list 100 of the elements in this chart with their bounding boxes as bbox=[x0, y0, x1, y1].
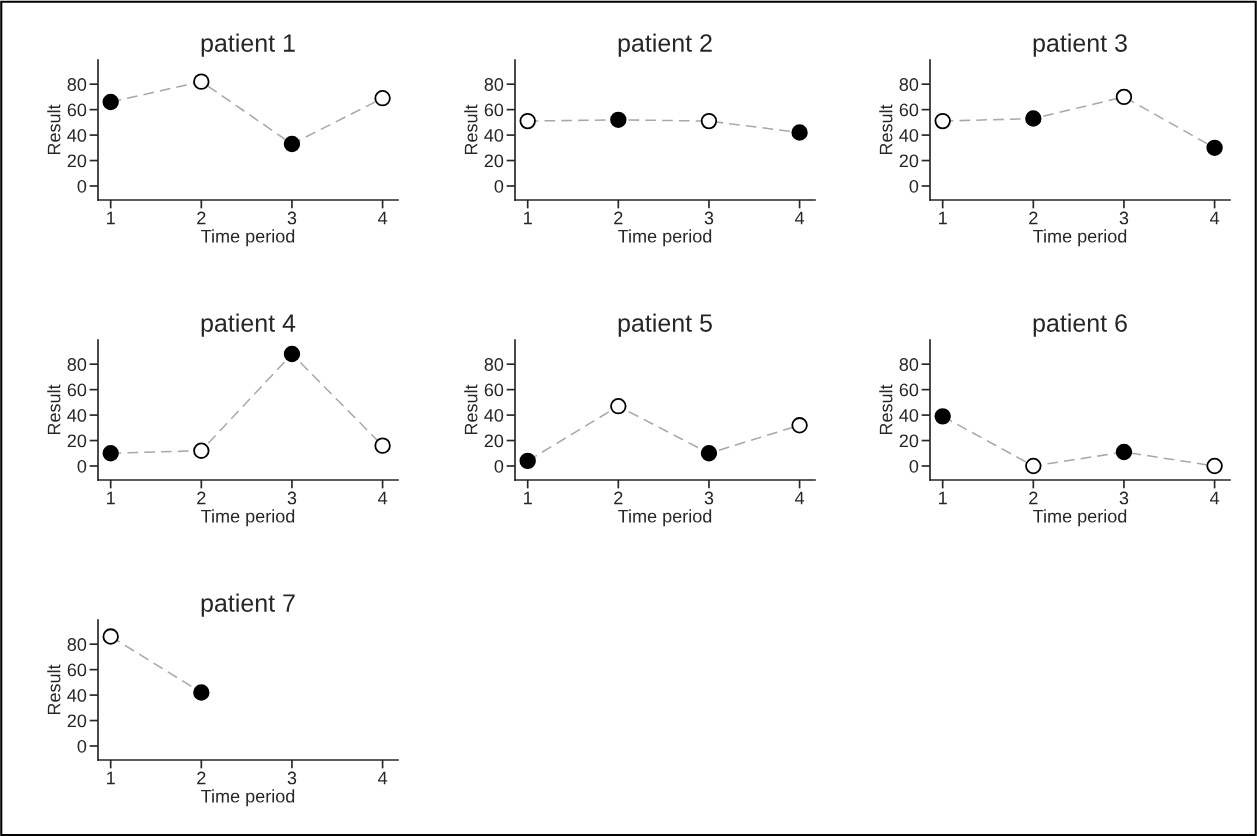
y-tick-label: 80 bbox=[484, 358, 504, 371]
x-tick-label: 1 bbox=[939, 211, 947, 225]
y-axis-title: Result bbox=[47, 664, 61, 715]
y-tick-label: 60 bbox=[899, 103, 919, 117]
x-tick-label: 3 bbox=[704, 491, 714, 505]
y-tick-label: 80 bbox=[67, 78, 87, 91]
x-tick-label: 1 bbox=[107, 211, 115, 225]
x-tick-label: 2 bbox=[1029, 211, 1038, 225]
point bbox=[1115, 443, 1133, 461]
x-tick-label: 3 bbox=[1119, 491, 1129, 505]
y-tick-label: 60 bbox=[484, 103, 504, 117]
x-axis-title: Time period bbox=[1033, 229, 1127, 247]
y-tick-label: 0 bbox=[77, 459, 87, 473]
x-axis-title: Time period bbox=[1033, 509, 1127, 527]
y-tick-label: 40 bbox=[899, 409, 919, 422]
y-tick-label: 40 bbox=[67, 689, 87, 702]
point bbox=[1025, 457, 1042, 475]
x-axis-title: Time period bbox=[618, 509, 712, 527]
y-tick-label: 40 bbox=[484, 129, 504, 142]
y-tick-label: 20 bbox=[67, 154, 87, 168]
point bbox=[519, 452, 536, 470]
y-tick-label: 60 bbox=[484, 383, 504, 397]
y-axis-title: Result bbox=[879, 384, 893, 435]
x-tick-label: 1 bbox=[939, 491, 947, 505]
y-axis-title: Result bbox=[464, 104, 478, 155]
y-tick-label: 0 bbox=[77, 739, 87, 753]
x-tick-label: 3 bbox=[287, 491, 297, 505]
y-tick-label: 20 bbox=[899, 434, 919, 448]
point bbox=[1206, 139, 1223, 157]
point bbox=[700, 445, 718, 462]
point bbox=[610, 111, 627, 129]
point bbox=[791, 124, 808, 141]
point bbox=[1025, 110, 1042, 127]
y-tick-label: 0 bbox=[909, 459, 919, 473]
y-axis-title: Result bbox=[47, 384, 61, 435]
y-tick-label: 20 bbox=[899, 154, 919, 168]
x-tick-label: 2 bbox=[197, 211, 206, 225]
point bbox=[519, 112, 536, 130]
chart-title: patient 3 bbox=[1033, 33, 1127, 57]
y-tick-label: 60 bbox=[899, 383, 919, 397]
y-axis-title: Result bbox=[464, 384, 478, 435]
y-tick-label: 60 bbox=[67, 663, 87, 677]
x-tick-label: 3 bbox=[1119, 211, 1129, 225]
chart-title: patient 5 bbox=[618, 313, 712, 337]
point bbox=[102, 93, 119, 111]
chart-title: patient 4 bbox=[201, 313, 296, 337]
x-tick-label: 3 bbox=[287, 211, 297, 225]
y-tick-label: 40 bbox=[899, 129, 919, 142]
x-tick-label: 2 bbox=[197, 771, 206, 785]
chart-title: patient 1 bbox=[201, 33, 295, 57]
y-tick-label: 20 bbox=[67, 434, 87, 448]
x-tick-label: 2 bbox=[1029, 491, 1038, 505]
y-tick-label: 60 bbox=[67, 103, 87, 117]
x-tick-label: 1 bbox=[524, 491, 532, 505]
y-tick-label: 60 bbox=[67, 383, 87, 397]
x-axis-title: Time period bbox=[201, 229, 295, 247]
y-tick-label: 40 bbox=[67, 409, 87, 422]
y-tick-label: 20 bbox=[67, 714, 87, 728]
point bbox=[374, 437, 391, 454]
y-tick-label: 0 bbox=[494, 179, 504, 193]
chart-title: patient 7 bbox=[201, 593, 295, 617]
x-tick-label: 4 bbox=[377, 491, 388, 505]
x-tick-label: 4 bbox=[1209, 211, 1220, 225]
x-tick-label: 2 bbox=[614, 491, 623, 505]
y-tick-label: 20 bbox=[484, 154, 504, 168]
x-tick-label: 4 bbox=[794, 211, 805, 225]
point bbox=[193, 73, 210, 90]
x-tick-label: 2 bbox=[197, 491, 206, 505]
x-axis-title: Time period bbox=[201, 509, 295, 527]
point bbox=[374, 89, 391, 107]
x-tick-label: 3 bbox=[704, 211, 714, 225]
chart-title: patient 2 bbox=[618, 33, 712, 57]
x-tick-label: 4 bbox=[377, 211, 388, 225]
point bbox=[791, 417, 808, 434]
y-tick-label: 40 bbox=[484, 409, 504, 422]
y-tick-label: 0 bbox=[494, 459, 504, 473]
point bbox=[1206, 457, 1223, 475]
x-axis-title: Time period bbox=[201, 789, 295, 807]
y-tick-label: 0 bbox=[909, 179, 919, 193]
y-axis-title: Result bbox=[47, 104, 61, 155]
point bbox=[193, 442, 210, 459]
x-tick-label: 4 bbox=[1209, 491, 1220, 505]
point bbox=[283, 345, 301, 363]
point bbox=[102, 445, 119, 462]
chart-title: patient 6 bbox=[1033, 313, 1127, 337]
y-axis-title: Result bbox=[879, 104, 893, 155]
y-tick-label: 80 bbox=[67, 638, 87, 651]
point bbox=[283, 135, 301, 153]
point bbox=[934, 408, 951, 425]
x-tick-label: 3 bbox=[287, 771, 297, 785]
y-tick-label: 80 bbox=[484, 78, 504, 91]
point bbox=[700, 112, 718, 130]
x-axis-title: Time period bbox=[618, 229, 712, 247]
y-tick-label: 40 bbox=[67, 129, 87, 142]
x-tick-label: 1 bbox=[107, 491, 115, 505]
x-tick-label: 4 bbox=[794, 491, 805, 505]
x-tick-label: 4 bbox=[377, 771, 388, 785]
y-tick-label: 0 bbox=[77, 179, 87, 193]
y-tick-label: 80 bbox=[899, 358, 919, 371]
point bbox=[610, 397, 627, 415]
